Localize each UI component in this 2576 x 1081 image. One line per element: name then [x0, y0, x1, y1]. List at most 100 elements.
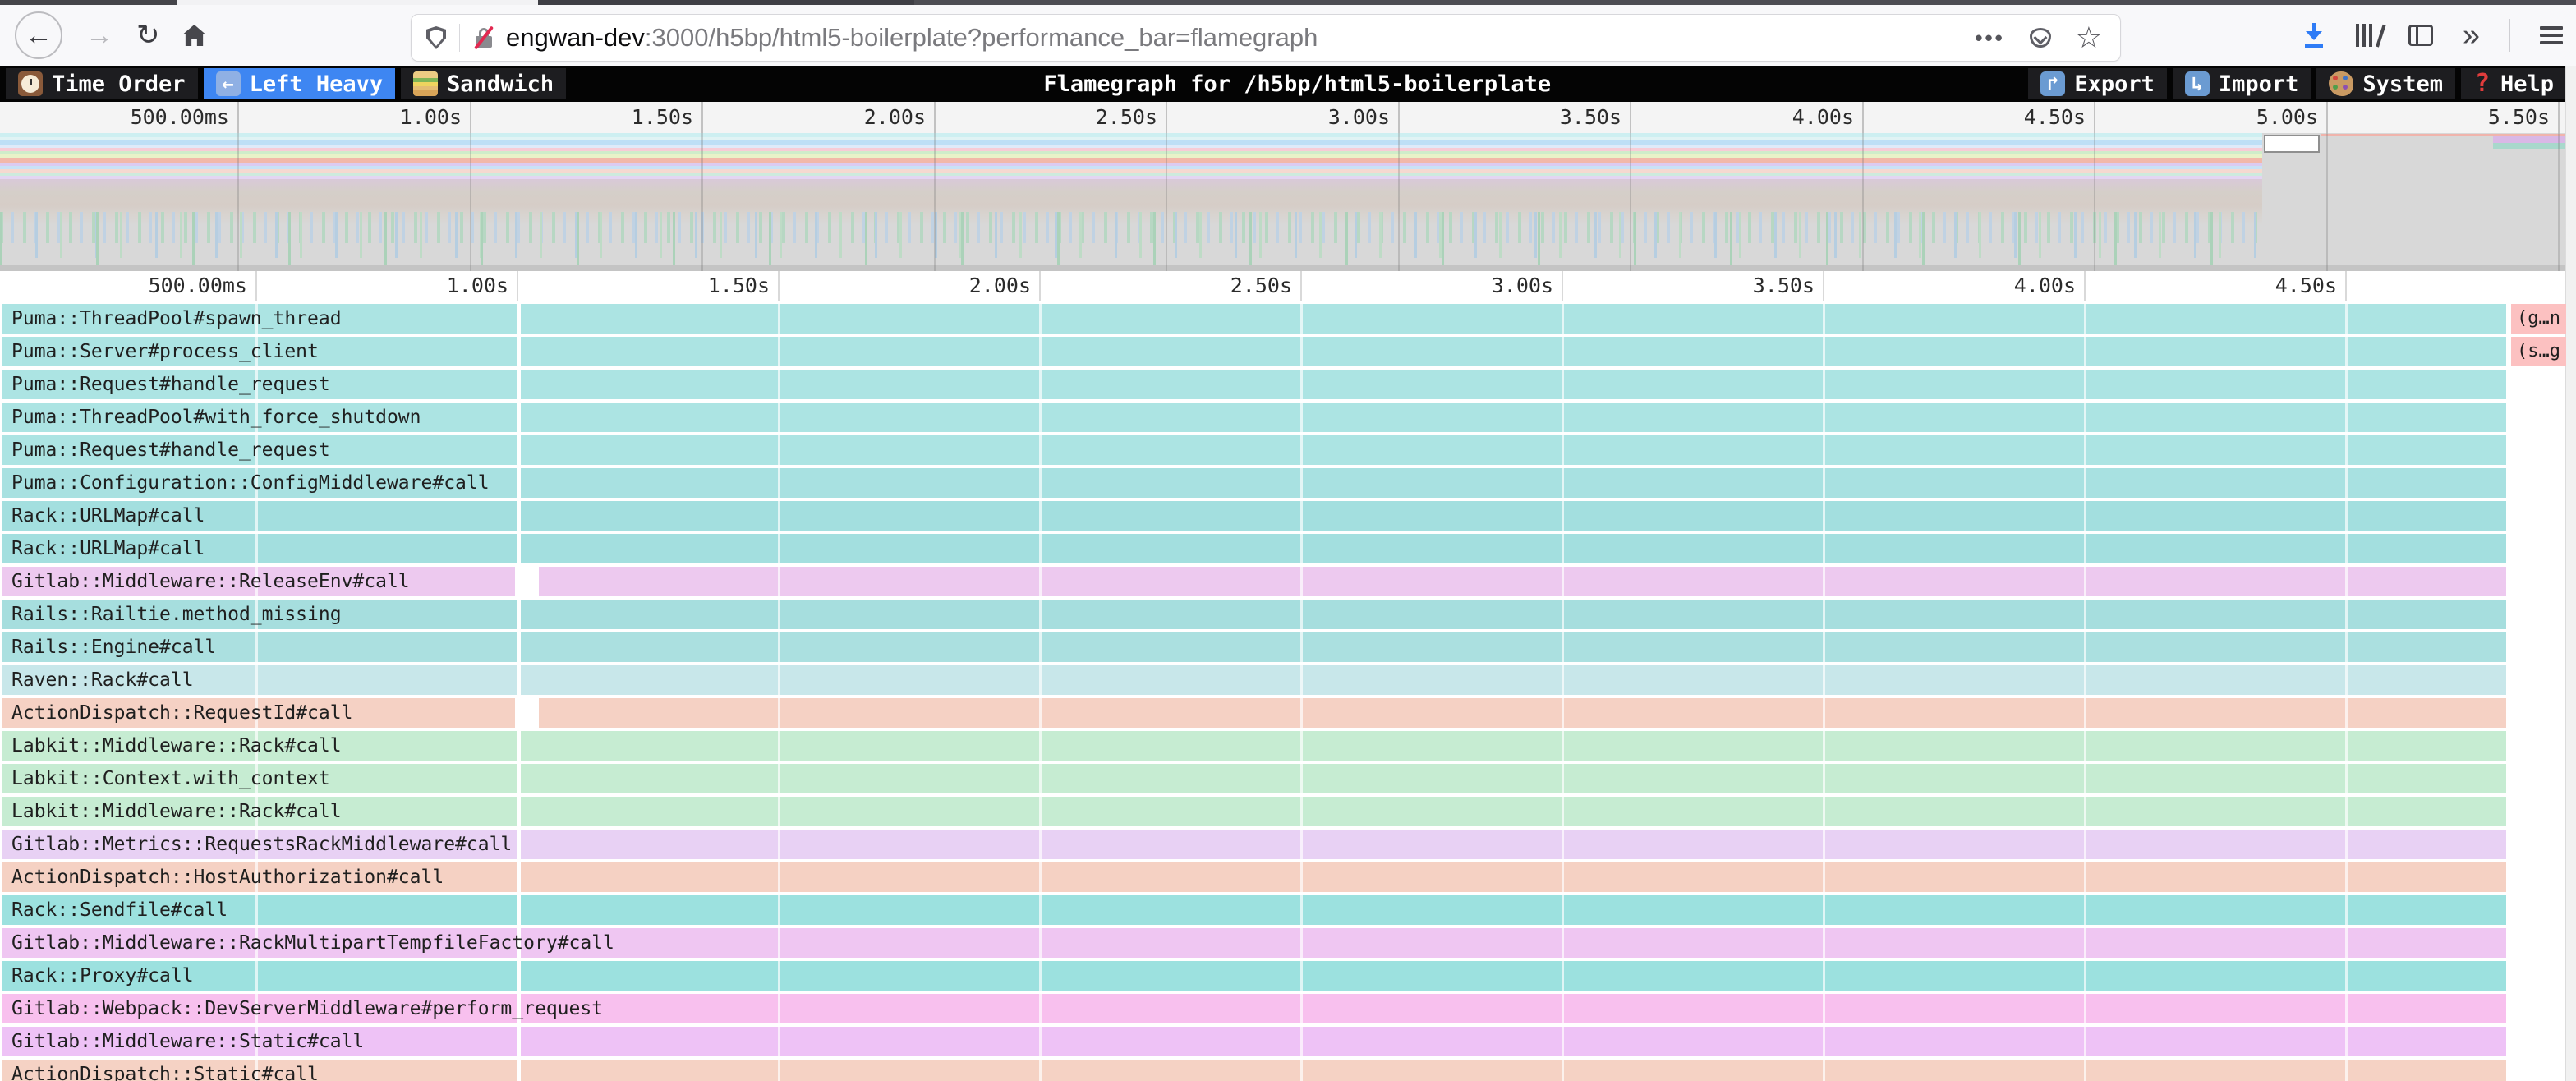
flamegraph-minimap[interactable]: [0, 133, 2576, 271]
minimap-flame-detail: [0, 212, 2262, 266]
flame-frame[interactable]: [521, 928, 2506, 958]
url-text[interactable]: engwan-dev:3000/h5bp/html5-boilerplate?p…: [506, 23, 1318, 53]
flame-frame[interactable]: [521, 764, 2506, 794]
flame-frame[interactable]: [2, 402, 517, 432]
flame-frame[interactable]: [2, 862, 517, 892]
flame-frame[interactable]: [2, 731, 517, 761]
flame-frame-label: Gitlab::Middleware::RackMultipartTempfil…: [12, 932, 614, 954]
flame-frame[interactable]: [521, 337, 2506, 366]
flame-frame[interactable]: [2, 895, 517, 925]
flame-frame[interactable]: [521, 731, 2506, 761]
flame-frame[interactable]: [521, 370, 2506, 399]
action-import[interactable]: Import: [2172, 68, 2312, 99]
pocket-icon[interactable]: [2029, 28, 2051, 48]
ruler-tick-label: 5.50s: [2487, 105, 2550, 129]
flame-frame-label: Puma::Server#process_client: [12, 341, 319, 362]
minimap-gridline: [237, 133, 239, 271]
flame-frame[interactable]: [521, 895, 2506, 925]
flame-frame[interactable]: [521, 961, 2506, 991]
back-icon: ←: [25, 20, 53, 51]
url-host: engwan-dev: [506, 23, 645, 52]
flame-frame[interactable]: [2, 830, 517, 859]
flame-frame[interactable]: [521, 1027, 2506, 1056]
ruler-tick: [1562, 271, 1563, 301]
action-system[interactable]: System: [2316, 68, 2455, 99]
overflow-chevrons-icon[interactable]: »: [2462, 17, 2480, 53]
flame-frame[interactable]: [521, 994, 2506, 1024]
download-icon[interactable]: [2303, 23, 2325, 48]
flame-frame[interactable]: [2, 1027, 517, 1056]
view-mode-left-heavy[interactable]: Left Heavy: [203, 68, 396, 99]
bookmark-star-icon[interactable]: ☆: [2075, 21, 2102, 54]
ruler-tick: [1166, 102, 1167, 133]
view-mode-sandwich[interactable]: Sandwich: [401, 68, 567, 99]
url-bar[interactable]: engwan-dev:3000/h5bp/html5-boilerplate?p…: [411, 14, 2121, 62]
flame-frame[interactable]: [521, 1060, 2506, 1081]
ruler-tick-label: 4.00s: [2013, 274, 2076, 297]
flame-frame[interactable]: [521, 468, 2506, 498]
minimap-flame-overview[interactable]: [0, 133, 2262, 271]
page-scrollbar[interactable]: [2565, 66, 2576, 1081]
flame-frame[interactable]: [521, 632, 2506, 662]
flame-frame[interactable]: [2, 534, 517, 564]
ruler-tick-label: 1.50s: [631, 105, 693, 129]
flame-frame[interactable]: [521, 797, 2506, 826]
flame-frame[interactable]: [521, 862, 2506, 892]
insecure-lock-icon[interactable]: [473, 25, 494, 50]
tab-strip[interactable]: [0, 0, 2576, 5]
tracking-protection-shield-icon[interactable]: [426, 26, 446, 49]
flame-frame-label: Rack::Sendfile#call: [12, 899, 228, 921]
sidebar-icon[interactable]: [2408, 25, 2433, 46]
page-actions-ellipsis-icon[interactable]: •••: [1975, 25, 2005, 50]
flame-frame[interactable]: [2, 797, 517, 826]
flame-frame[interactable]: (s…g: [2511, 337, 2566, 366]
flame-frame[interactable]: [521, 501, 2506, 531]
ruler-tick-label: 3.50s: [1559, 105, 1622, 129]
flame-frame[interactable]: [2, 501, 517, 531]
flame-frame[interactable]: [2, 337, 517, 366]
ruler-tick: [1039, 271, 1041, 301]
flame-frame[interactable]: [521, 435, 2506, 465]
flame-row: Labkit::Context.with_context: [0, 764, 2576, 794]
flame-frame[interactable]: [2, 961, 517, 991]
flame-frame[interactable]: [2, 304, 517, 334]
flame-frame[interactable]: (g…n: [2511, 304, 2566, 334]
flame-frame[interactable]: [2, 698, 515, 728]
action-export[interactable]: Export: [2028, 68, 2167, 99]
flame-frame[interactable]: [539, 698, 2506, 728]
flame-frame[interactable]: [521, 830, 2506, 859]
flame-frame[interactable]: [2, 370, 517, 399]
home-icon[interactable]: [182, 25, 206, 46]
flame-frame[interactable]: [2, 994, 517, 1024]
flame-frame[interactable]: [539, 567, 2506, 596]
flame-frame[interactable]: [2, 468, 517, 498]
flame-frame[interactable]: [521, 665, 2506, 695]
reload-icon[interactable]: ↻: [136, 20, 160, 51]
flame-frame[interactable]: [2, 764, 517, 794]
view-mode-time-order[interactable]: Time Order: [6, 68, 198, 99]
flame-frame[interactable]: [2, 665, 517, 695]
flame-frame[interactable]: [521, 402, 2506, 432]
action-help[interactable]: Help: [2460, 68, 2566, 99]
flamegraph-gridline: [778, 301, 780, 1081]
flame-row: Raven::Rack#call: [0, 665, 2576, 695]
flame-frame[interactable]: [2, 1060, 517, 1081]
import-icon: [2184, 71, 2210, 96]
library-icon[interactable]: [2354, 24, 2386, 48]
flame-frame[interactable]: [521, 304, 2506, 334]
forward-icon[interactable]: →: [85, 20, 113, 51]
flame-frame[interactable]: [2, 928, 517, 958]
minimap-viewport-rect[interactable]: [2264, 135, 2320, 153]
flame-frame[interactable]: [2, 600, 517, 629]
flame-frame[interactable]: [2, 567, 515, 596]
menu-icon[interactable]: [2540, 26, 2563, 44]
flame-frame[interactable]: [521, 600, 2506, 629]
flamegraph-main-view[interactable]: Puma::ThreadPool#spawn_thread (g…n Puma::S…: [0, 301, 2576, 1081]
flame-row: Gitlab::Webpack::DevServerMiddleware#per…: [0, 994, 2576, 1024]
flame-frame-label: Puma::Request#handle_request: [12, 439, 330, 461]
flamegraph-gridline: [1562, 301, 1564, 1081]
back-button[interactable]: ←: [15, 12, 62, 59]
flame-frame[interactable]: [521, 534, 2506, 564]
flame-frame[interactable]: [2, 435, 517, 465]
flame-frame[interactable]: [2, 632, 517, 662]
